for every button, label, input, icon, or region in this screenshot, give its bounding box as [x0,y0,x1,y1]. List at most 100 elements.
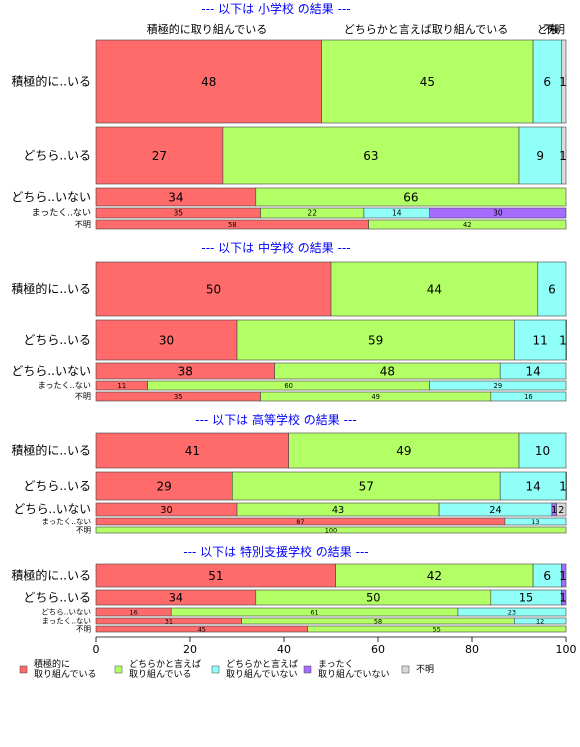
row-label: どちら..いない [13,502,91,516]
data-label: 87 [296,518,304,526]
bar-segment [255,187,567,207]
bar-segment [560,563,567,588]
legend-item: 不明 [401,664,434,675]
row-label: 不明 [76,624,91,633]
legend-label: まったく [318,659,354,670]
x-tick-label: 100 [556,643,577,656]
data-label: 22 [307,209,317,218]
bar-segment [232,471,501,501]
legend-label: 取り組んでいる [129,668,192,680]
panel-title: --- 以下は 高等学校 の結果 --- [195,412,356,427]
row-label: まったく..ない [32,208,91,219]
row-label: どちら..いない [41,607,91,616]
row-label: まったく..ない [38,380,91,390]
data-label: 61 [310,608,318,616]
data-label: 43 [332,505,344,516]
row-label: どちら..いない [11,190,91,204]
row-label: 積極的に..いる [11,281,91,296]
bar-segment [565,319,567,361]
bar-segment [330,261,539,317]
data-label: 24 [489,505,501,516]
bar-segment [560,589,567,606]
data-label: 6 [548,282,556,296]
bar-segment [95,126,224,185]
bar-segment [499,362,567,380]
data-label: 50 [206,282,221,296]
data-label: 34 [168,190,183,204]
bar-segment [532,39,562,124]
row-label: 不明 [75,219,91,229]
data-label: 11 [533,333,548,347]
bar-segment [95,261,332,317]
panel-title: --- 以下は 特別支援学校 の結果 --- [183,544,368,559]
data-label: 45 [420,75,435,89]
bar-segment [565,471,567,501]
bar-segment [560,126,567,185]
x-tick-label: 20 [183,643,197,656]
bar-segment [513,319,567,361]
panel: --- 以下は 小学校 の結果 ---積極的に..いる 48 45 6 1どちら..いる… [11,1,567,230]
legend-label: 積極的に [34,658,70,670]
legend-label: 取り組んでいない [226,668,298,680]
data-label: 58 [228,221,237,229]
legend-swatch [19,665,28,674]
row-label: 不明 [75,391,91,401]
panel-title: --- 以下は 中学校 の結果 --- [201,240,350,255]
bar-segment [95,471,233,501]
row-label: どちら..いる [23,590,91,604]
data-label: 100 [325,526,337,534]
data-label: 49 [371,393,380,401]
data-label: 34 [169,592,183,605]
data-label: 16 [129,608,137,616]
column-header: どちらかと言えば取り組んでいる [344,23,508,36]
x-tick-label: 60 [371,643,385,656]
row-label: どちら..いる [23,149,91,163]
x-tick-label: 0 [93,643,100,656]
data-label: 10 [535,444,550,458]
bar-segment [556,502,567,517]
legend-item: どちらかと言えば取り組んでいる [114,658,201,680]
legend-label: 不明 [416,664,434,675]
column-header: 積極的に取り組んでいる [147,22,267,36]
bar-segment [95,432,289,469]
bar-segment [222,126,520,185]
row-label: 積極的に..いる [11,443,91,458]
bar-segment [95,39,322,124]
row-label: まったく..ない [42,517,91,526]
data-label: 14 [525,364,540,378]
data-label: 42 [427,569,442,583]
legend-swatch [211,665,220,674]
data-label: 35 [174,393,183,401]
data-label: 48 [380,364,395,378]
data-label: 15 [519,592,533,605]
data-label: 1 [551,505,557,516]
data-label: 29 [157,479,172,493]
bar-segment [499,471,567,501]
data-label: 42 [463,221,472,229]
data-label: 51 [208,569,223,583]
data-label: 29 [494,382,503,390]
data-label: 14 [525,479,540,493]
column-header: 未 [548,23,559,36]
bar-segment [504,517,567,526]
data-label: 30 [159,333,174,347]
data-label: 6 [543,569,551,583]
data-label: 1 [559,149,567,163]
data-label: 1 [559,479,567,493]
data-label: 38 [178,364,193,378]
data-label: 9 [536,149,544,163]
bar-segment [537,261,567,317]
panel: --- 以下は 特別支援学校 の結果 --- 積極的に..いる 51 42 6 1 どちら.… [11,544,566,633]
data-label: 55 [433,625,441,633]
data-label: 1 [559,569,567,583]
x-tick-label: 40 [277,643,291,656]
row-label: 積極的に..いる [11,74,91,89]
legend-label: どちらかと言えば [129,658,201,670]
row-label: 積極的に..いる [11,568,91,583]
bar-segment [457,607,567,617]
data-label: 13 [531,518,539,526]
data-label: 12 [536,617,544,625]
legend-label: 取り組んでいない [318,668,390,680]
